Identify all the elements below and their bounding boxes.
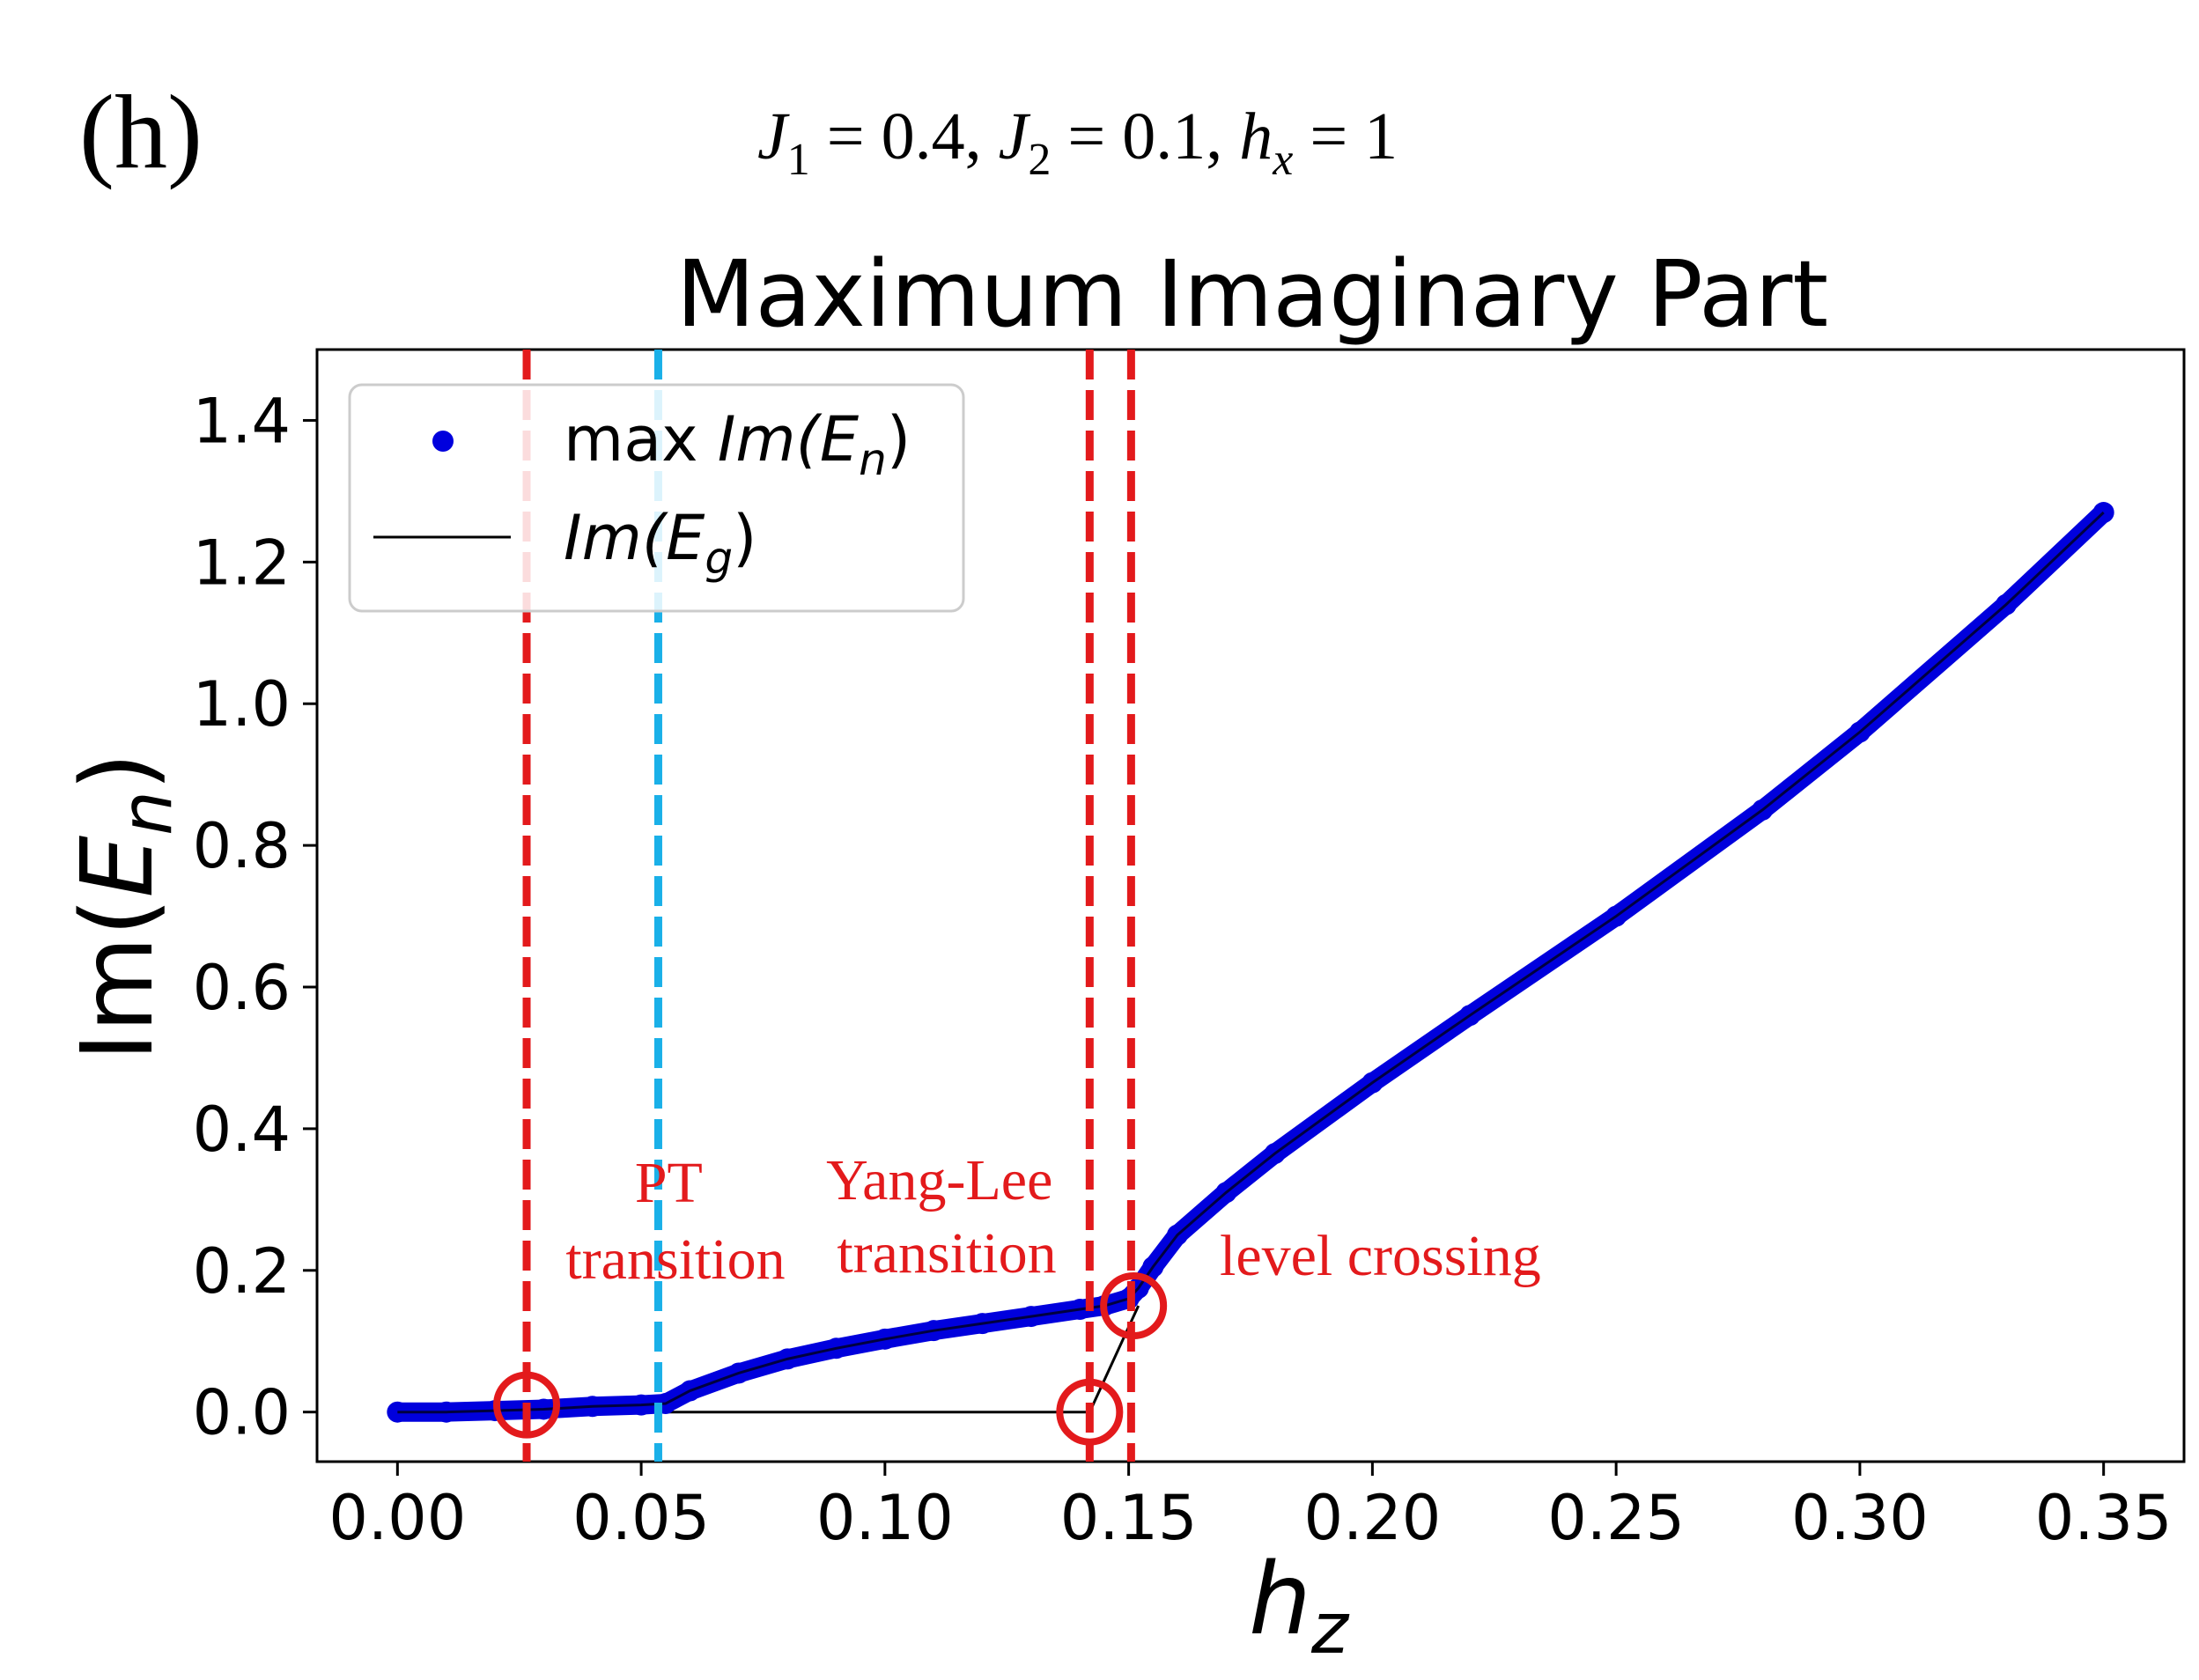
- annotation-yang-lee-transition: Yang-Lee transition: [826, 1148, 1067, 1286]
- y-tick-label: 0.6: [193, 952, 291, 1024]
- param-j1-subscript: 1: [787, 135, 810, 185]
- x-tick-label: 0.20: [1303, 1482, 1441, 1554]
- legend-2-suffix: ): [733, 502, 756, 574]
- param-hx-value: = 1: [1293, 99, 1398, 173]
- chart-title: Maximum Imaginary Part: [676, 240, 1828, 348]
- y-tick-label: 0.2: [193, 1235, 291, 1308]
- param-hx-subscript: x: [1272, 135, 1293, 185]
- y-tick-label: 0.0: [193, 1377, 291, 1449]
- x-axis-ticks: 0.00 0.05 0.10 0.15 0.20 0.25 0.30 0.35: [328, 1462, 2173, 1554]
- legend-box: [348, 383, 965, 613]
- legend-2-fn: Im(: [564, 502, 668, 574]
- param-hx-symbol: h: [1239, 99, 1273, 173]
- y-tick-label: 1.4: [193, 385, 291, 457]
- annotation-pt-line2: transition: [565, 1227, 785, 1292]
- param-j2-value: = 0.1,: [1051, 99, 1222, 173]
- annotation-pt-line1: PT: [635, 1151, 703, 1215]
- circle-3: [1100, 1272, 1168, 1340]
- x-axis-label-sub: z: [1310, 1588, 1350, 1669]
- legend-entry-max-im-en: max Im(En): [564, 403, 911, 485]
- annotation-yl-line1: Yang-Lee: [826, 1148, 1052, 1212]
- x-tick-label: 0.30: [1791, 1482, 1929, 1554]
- x-tick-label: 0.25: [1547, 1482, 1685, 1554]
- y-axis-label: Im(En): [61, 753, 188, 1062]
- y-axis-label-prefix: Im(: [61, 898, 175, 1062]
- y-tick-label: 0.8: [193, 810, 291, 882]
- circle-1: [493, 1371, 561, 1439]
- y-axis-ticks: 0.0 0.2 0.4 0.6 0.8 1.0 1.2 1.4: [193, 385, 317, 1449]
- legend: max Im(En) Im(Eg): [348, 383, 965, 613]
- y-axis-label-suffix: ): [61, 753, 175, 792]
- param-j1-value: = 0.4,: [810, 99, 982, 173]
- x-tick-label: 0.05: [572, 1482, 710, 1554]
- x-axis-label-base: h: [1249, 1543, 1311, 1657]
- x-tick-label: 0.00: [328, 1482, 466, 1554]
- y-axis-label-sub: n: [106, 791, 188, 836]
- annotation-pt-transition: PT transition: [565, 1151, 785, 1292]
- annotation-yl-line2: transition: [837, 1221, 1056, 1286]
- annotation-level-crossing: level crossing: [1220, 1224, 1541, 1288]
- legend-2-sub: g: [705, 533, 733, 584]
- circle-2: [1056, 1378, 1124, 1446]
- param-j1-symbol: J: [757, 99, 790, 173]
- x-axis-label: hz: [1249, 1543, 1350, 1669]
- panel-label: (h): [79, 73, 203, 190]
- param-j2-symbol: J: [999, 99, 1031, 173]
- annotation-lc-line1: level crossing: [1220, 1224, 1541, 1288]
- legend-1-suffix: ): [887, 403, 911, 475]
- legend-1-base: E: [820, 403, 860, 475]
- y-axis-label-base: E: [61, 836, 175, 898]
- legend-marker-dot: [432, 431, 454, 452]
- params-header: J1 = 0.4, J2 = 0.1, hx = 1: [757, 99, 1398, 185]
- x-tick-label: 0.15: [1060, 1482, 1198, 1554]
- legend-entry-im-eg: Im(Eg): [564, 502, 756, 584]
- series-max-im-en-core: [397, 511, 2105, 1414]
- param-j2-subscript: 2: [1028, 135, 1051, 185]
- y-tick-label: 0.4: [193, 1094, 291, 1166]
- highlight-circles: [493, 1272, 1168, 1446]
- legend-2-base: E: [666, 502, 705, 574]
- legend-1-sub: n: [859, 434, 887, 485]
- legend-1-prefix: max: [564, 403, 718, 475]
- y-tick-label: 1.0: [193, 668, 291, 741]
- x-tick-label: 0.35: [2035, 1482, 2173, 1554]
- x-tick-label: 0.10: [816, 1482, 954, 1554]
- axes-frame: [315, 348, 2186, 1463]
- legend-1-fn: Im(: [718, 403, 823, 475]
- y-tick-label: 1.2: [193, 527, 291, 599]
